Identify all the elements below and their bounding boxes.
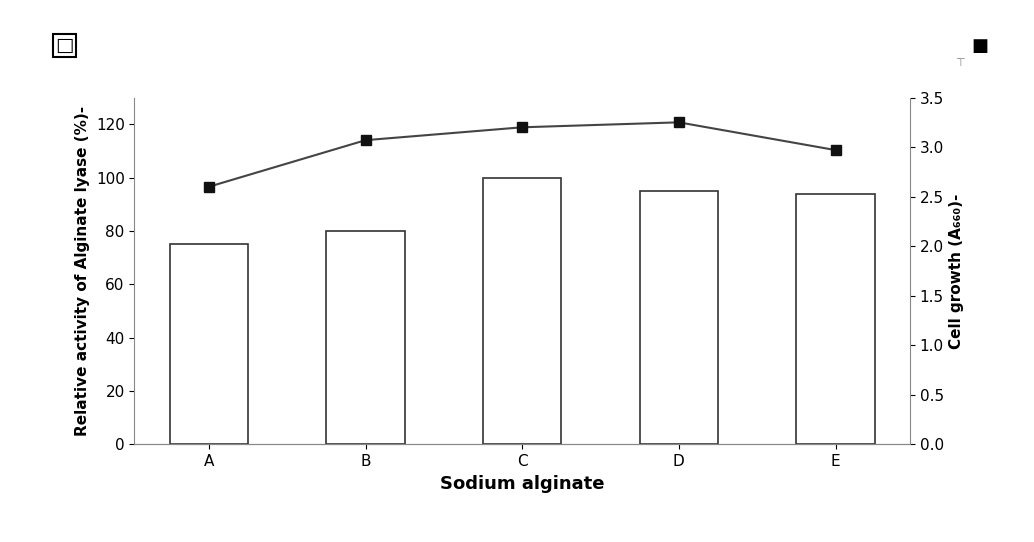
Y-axis label: Cell growth (A₆₆₀)-: Cell growth (A₆₆₀)- bbox=[949, 193, 965, 349]
Bar bbox=[327, 231, 404, 444]
Text: □: □ bbox=[56, 36, 73, 55]
Y-axis label: Relative activity of Alginate lyase (%)-: Relative activity of Alginate lyase (%)- bbox=[75, 106, 90, 436]
X-axis label: Sodium alginate: Sodium alginate bbox=[439, 475, 605, 493]
Bar bbox=[640, 191, 718, 444]
Text: ■: ■ bbox=[971, 36, 989, 55]
Text: ⊤: ⊤ bbox=[955, 58, 965, 68]
Bar bbox=[796, 193, 875, 444]
Bar bbox=[170, 244, 248, 444]
Bar bbox=[483, 178, 561, 444]
